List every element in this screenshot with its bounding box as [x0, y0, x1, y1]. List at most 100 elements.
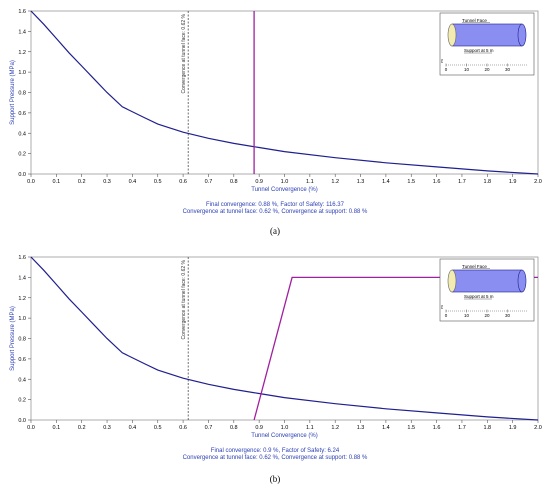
- chart-a-x-tick-label: 1.5: [407, 179, 415, 185]
- chart-a-x-tick-label: 0.0: [27, 179, 35, 185]
- chart-a-inset-axis-label: m: [439, 59, 444, 63]
- chart-b-x-tick-label: 0.8: [230, 425, 238, 431]
- chart-b-inset: Tunnel Face Support at 5 m 0 10 20 30 m: [439, 258, 535, 322]
- chart-b-x-tick-label: 1.5: [407, 425, 415, 431]
- chart-a-ground-reaction-curve-line: [30, 10, 539, 175]
- chart-b-summary-line1: Final convergence: 0.9 %, Factor of Safe…: [210, 448, 340, 454]
- chart-a-y-tick-label: 1.0: [18, 70, 26, 76]
- chart-a-y-tick-label: 1.6: [18, 9, 26, 15]
- chart-b-tunnel-face-marker-label: Convergence at tunnel face: 0.62 %: [181, 259, 187, 339]
- chart-a-inset-support-label: Support at 5 m: [464, 48, 494, 53]
- chart-b-x-tick-label: 0.4: [129, 425, 137, 431]
- chart-b-x-tick-label: 1.7: [458, 425, 466, 431]
- chart-a-y-tick-label: 0.2: [18, 152, 26, 158]
- chart-b-panel-label: (b): [269, 474, 281, 484]
- chart-a-y-tick-label: 0.6: [18, 111, 26, 117]
- chart-b-inset-scale-tick-label: 10: [464, 313, 470, 318]
- chart-b-x-tick-label: 1.6: [433, 425, 441, 431]
- chart-a-y-axis-label: Support Pressure (MPa): [10, 60, 16, 125]
- chart-b-x-tick-label: 2.0: [534, 425, 542, 431]
- chart-b-y-tick-label: 1.4: [18, 275, 26, 281]
- chart-b-inset-scale-tick-label: 30: [505, 313, 511, 318]
- chart-b-x-tick-label: 1.0: [281, 425, 289, 431]
- chart-a-summary-line2: Convergence at tunnel face: 0.62 %, Conv…: [182, 209, 368, 215]
- chart-b-y-tick-label: 0.0: [18, 418, 26, 424]
- chart-a-x-tick-label: 1.4: [382, 179, 390, 185]
- chart-a-inset-tunnel-face-label: Tunnel Face: [462, 18, 487, 23]
- chart-a-y-tick-label: 0.0: [18, 172, 26, 178]
- chart-b-y-tick-label: 1.0: [18, 316, 26, 322]
- chart-a-summary-line1: Final convergence: 0.88 %, Factor of Saf…: [206, 202, 344, 208]
- chart-a-x-axis-label: Tunnel Convergence (%): [251, 187, 317, 193]
- chart-a-x-tick-label: 1.3: [357, 179, 365, 185]
- chart-b-ground-reaction-curve-line: [30, 256, 539, 421]
- chart-a-x-tick-label: 0.2: [78, 179, 86, 185]
- chart-b-x-tick-label: 1.2: [331, 425, 339, 431]
- chart-b-x-tick-label: 0.6: [179, 425, 187, 431]
- chart-b-inset-axis-label: m: [439, 305, 444, 309]
- chart-a-x-tick-label: 0.1: [53, 179, 61, 185]
- chart-a-inset-tunnel-body: [451, 23, 523, 47]
- chart-a-x-tick-label: 0.9: [255, 179, 263, 185]
- chart-b-inset-tunnel-body: [451, 269, 523, 293]
- chart-b-y-tick-label: 1.2: [18, 296, 26, 302]
- chart-b-summary-line2: Convergence at tunnel face: 0.62 %, Conv…: [182, 455, 368, 461]
- chart-b-x-tick-label: 0.0: [27, 425, 35, 431]
- chart-b-inset-tunnel-face: [447, 269, 457, 293]
- chart-b-inset-support-label: Support at 5 m: [464, 294, 494, 299]
- chart-a-x-tick-label: 1.7: [458, 179, 466, 185]
- chart-b-x-tick-label: 0.9: [255, 425, 263, 431]
- chart-a-x-tick-label: 0.4: [129, 179, 137, 185]
- chart-b-y-tick-label: 0.6: [18, 357, 26, 363]
- chart-a-panel-label: (a): [270, 226, 280, 236]
- chart-b-inset-scale-tick-label: 20: [484, 313, 490, 318]
- chart-b-svg: 0.0 0.1 0.2 0.3 0.4 0.5 0.6 0.7 0.8 0.9 1.0 1.1 1.2 1…: [10, 255, 542, 439]
- chart-b-y-tick-label: 1.6: [18, 255, 26, 261]
- chart-a-x-tick-label: 2.0: [534, 179, 542, 185]
- chart-b-x-tick-label: 0.5: [154, 425, 162, 431]
- chart-panel-b: 0.0 0.1 0.2 0.3 0.4 0.5 0.6 0.7 0.8 0.9 1.0 1.1 1.2 1…: [0, 244, 550, 486]
- chart-b-inset-scale-tick-label: 0: [445, 313, 448, 318]
- chart-a-inset-tunnel-face: [447, 23, 457, 47]
- chart-b-x-tick-label: 0.2: [78, 425, 86, 431]
- chart-b-x-tick-label: 1.8: [483, 425, 491, 431]
- chart-b-inset-tunnel-end: [517, 269, 527, 293]
- chart-a-tunnel-face-marker-label: Convergence at tunnel face: 0.62 %: [181, 13, 187, 93]
- chart-b-x-tick-label: 1.9: [509, 425, 517, 431]
- chart-b-y-axis-label: Support Pressure (MPa): [10, 306, 16, 371]
- chart-b-x-tick-label: 1.3: [357, 425, 365, 431]
- chart-b-y-tick-label: 0.4: [18, 377, 26, 383]
- chart-b-x-tick-label: 1.4: [382, 425, 390, 431]
- chart-a-x-tick-label: 1.0: [281, 179, 289, 185]
- chart-a-y-tick-label: 1.4: [18, 29, 26, 35]
- chart-a-x-tick-label: 1.2: [331, 179, 339, 185]
- chart-a-inset-scale-tick-label: 20: [484, 67, 490, 72]
- chart-a-x-tick-label: 0.5: [154, 179, 162, 185]
- chart-a-x-tick-label: 0.8: [230, 179, 238, 185]
- chart-b-x-tick-label: 0.3: [103, 425, 111, 431]
- chart-a-x-tick-label: 1.6: [433, 179, 441, 185]
- chart-a-x-tick-label: 0.3: [103, 179, 111, 185]
- chart-b-y-tick-label: 0.8: [18, 337, 26, 343]
- chart-a-x-tick-label: 1.8: [483, 179, 491, 185]
- chart-b-x-axis-label: Tunnel Convergence (%): [251, 433, 317, 439]
- chart-a-x-tick-label: 0.6: [179, 179, 187, 185]
- chart-a-y-tick-label: 0.8: [18, 91, 26, 97]
- chart-b-inset-tunnel-face-label: Tunnel Face: [462, 264, 487, 269]
- chart-a-x-tick-label: 1.1: [306, 179, 314, 185]
- chart-a-y-tick-label: 1.2: [18, 50, 26, 56]
- chart-a-x-tick-label: 0.7: [205, 179, 213, 185]
- chart-b-x-tick-label: 0.7: [205, 425, 213, 431]
- chart-a-x-tick-label: 1.9: [509, 179, 517, 185]
- chart-a-inset-tunnel-end: [517, 23, 527, 47]
- chart-b-x-tick-label: 1.1: [306, 425, 314, 431]
- chart-b-y-tick-label: 0.2: [18, 398, 26, 404]
- chart-a-inset-scale-tick-label: 0: [445, 67, 448, 72]
- chart-a-y-tick-label: 0.4: [18, 131, 26, 137]
- chart-b-x-tick-label: 0.1: [53, 425, 61, 431]
- chart-a-svg: 0.0 0.1 0.2 0.3 0.4 0.5 0.6 0.7 0.8 0.9 1.0 1.1 1.2 1…: [10, 9, 542, 193]
- chart-a-inset-scale-tick-label: 10: [464, 67, 470, 72]
- chart-a-inset-scale-tick-label: 30: [505, 67, 511, 72]
- chart-a-inset: Tunnel Face Support at 5 m 0 10 20 30 m: [439, 12, 535, 76]
- chart-panel-a: 0.0 0.1 0.2 0.3 0.4 0.5 0.6 0.7 0.8 0.9 1.0 1.1 1.2 1…: [0, 0, 550, 238]
